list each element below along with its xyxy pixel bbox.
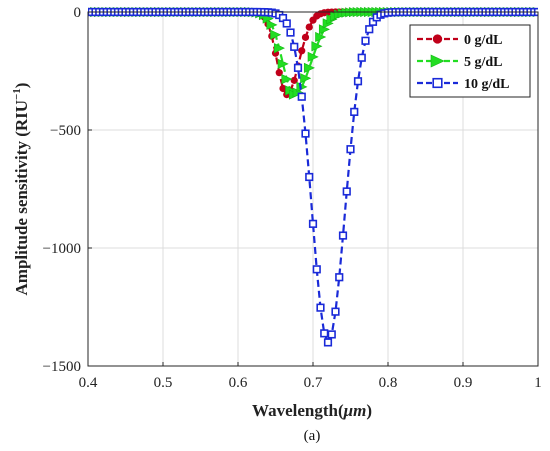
x-axis-title: Wavelength(μm): [252, 401, 372, 420]
series-marker: [361, 36, 370, 45]
y-axis-superscript: −1: [11, 88, 23, 100]
y-tick-label: −1000: [43, 241, 81, 257]
series-layer: [88, 6, 538, 347]
y-tick-label: 0: [74, 5, 82, 21]
series-marker: [270, 29, 282, 40]
series-marker: [305, 23, 313, 31]
x-tick-label: 0.4: [79, 375, 98, 391]
series-marker: [312, 265, 321, 274]
series-marker: [301, 129, 310, 138]
series-marker: [307, 51, 319, 62]
series-marker: [308, 219, 318, 228]
series-marker: [327, 330, 336, 339]
x-axis-unit: μm: [343, 401, 367, 420]
series-marker: [273, 43, 285, 54]
series-marker: [342, 187, 351, 196]
series-marker: [303, 62, 315, 73]
legend-label: 10 g/dL: [464, 77, 510, 92]
legend-marker: [430, 54, 445, 68]
y-tick-label: −1500: [43, 359, 81, 375]
y-tick-label: −500: [50, 123, 81, 139]
legend-label: 0 g/dL: [464, 33, 503, 48]
legend-marker: [432, 34, 443, 44]
series-marker: [298, 47, 306, 55]
series-marker: [277, 58, 289, 69]
series-marker: [335, 273, 344, 282]
series-marker: [290, 76, 298, 84]
caption: (a): [304, 428, 321, 444]
series-marker: [286, 28, 295, 37]
x-tick-label: 0.8: [379, 375, 398, 391]
series-marker: [275, 69, 283, 77]
series-marker: [320, 329, 329, 338]
series-marker: [346, 145, 355, 154]
series-marker: [293, 63, 303, 72]
series-marker: [290, 42, 299, 51]
x-tick-label: 0.5: [154, 375, 173, 391]
series-marker: [311, 41, 323, 52]
series-marker: [357, 53, 366, 62]
series-marker: [297, 92, 306, 101]
x-tick-label: 0.7: [304, 375, 323, 391]
legend-label: 5 g/dL: [464, 55, 503, 70]
legend-marker: [432, 77, 443, 89]
axis-ticks: 0.4 0.5 0.6 0.7 0.8 0.9 1 0 −500 −1000 −1500: [43, 5, 542, 391]
x-tick-label: 0.6: [229, 375, 248, 391]
series-marker: [279, 84, 287, 93]
series-marker: [316, 303, 325, 312]
series-marker: [315, 31, 327, 43]
series-marker: [281, 74, 293, 85]
y-axis-title: Amplitude sensitivity (RIU−1): [11, 83, 31, 296]
series-marker: [301, 33, 310, 41]
series-marker: [338, 231, 348, 240]
series-marker: [300, 73, 312, 84]
series-marker: [350, 107, 359, 116]
series-marker: [331, 307, 340, 316]
series-marker: [365, 25, 374, 34]
series-marker: [353, 77, 363, 86]
series-marker: [282, 19, 291, 28]
legend: 0 g/dL 5 g/dL 10 g/dL: [409, 24, 531, 98]
series-marker: [305, 172, 314, 182]
series-marker: [323, 338, 333, 347]
series-marker: [266, 19, 278, 30]
x-tick-label: 1: [534, 375, 542, 391]
x-tick-label: 0.9: [454, 375, 473, 391]
